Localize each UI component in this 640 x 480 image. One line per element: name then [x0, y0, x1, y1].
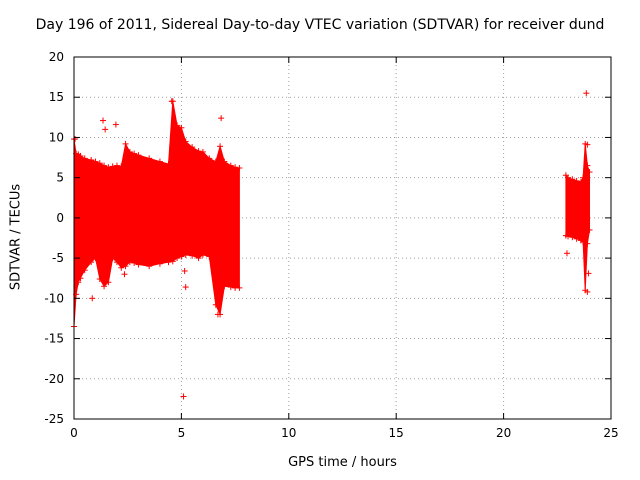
data-point — [583, 90, 590, 97]
y-tick-label: 10 — [49, 130, 64, 144]
plot-frame — [73, 56, 612, 420]
x-axis-label: GPS time / hours — [288, 455, 397, 470]
y-tick-label: 15 — [49, 90, 64, 104]
data-point — [584, 288, 591, 295]
y-tick-label: -25 — [44, 412, 64, 426]
chart-title: Day 196 of 2011, Sidereal Day-to-day VTE… — [35, 17, 605, 33]
data-point — [584, 141, 591, 148]
data-point — [102, 126, 109, 133]
data-point — [218, 115, 225, 122]
data-point — [121, 271, 128, 278]
y-tick-label: -15 — [44, 332, 64, 346]
y-tick-label: -5 — [52, 251, 64, 265]
data-point — [214, 311, 221, 318]
x-tick-label: 5 — [178, 426, 186, 440]
data-point — [99, 117, 106, 124]
data-band-early — [73, 101, 240, 327]
y-tick-label: 0 — [56, 211, 64, 225]
data-point — [180, 393, 187, 400]
x-tick-label: 15 — [389, 426, 404, 440]
y-tick-label: -20 — [44, 372, 64, 386]
y-tick-label: 5 — [56, 171, 64, 185]
data-point — [89, 295, 96, 302]
x-tick-label: 0 — [70, 426, 78, 440]
x-tick-label: 10 — [281, 426, 296, 440]
y-tick-label: 20 — [49, 50, 64, 64]
data-point — [181, 267, 188, 274]
x-tick-label: 25 — [603, 426, 618, 440]
data-point — [585, 270, 592, 277]
y-tick-label: -10 — [44, 291, 64, 305]
data-point — [112, 121, 119, 128]
data-point — [563, 250, 570, 257]
data-point — [168, 98, 175, 105]
x-tick-label: 20 — [496, 426, 511, 440]
data-point — [182, 284, 189, 291]
